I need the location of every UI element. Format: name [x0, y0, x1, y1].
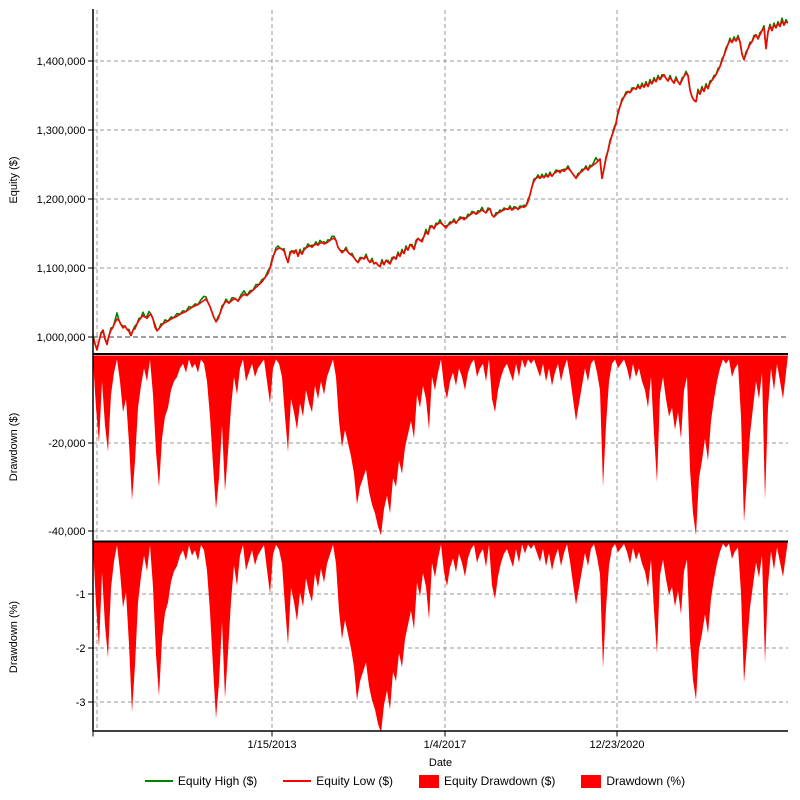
x-tick-label-2020: 12/23/2020 [589, 739, 645, 751]
equity-high-line [93, 17, 788, 350]
equity-low-line-swatch [283, 780, 312, 782]
y-tick-label: -1 [76, 589, 86, 601]
y-tick-label: 1,100,000 [37, 263, 86, 275]
equity-low-line [93, 20, 788, 351]
y-tick-label: 1,000,000 [37, 332, 86, 344]
legend-item-equity-drawdown: Equity Drawdown ($) [419, 774, 555, 788]
legend-item-equity-high: Equity High ($) [144, 774, 258, 788]
drawdown-usd-y-axis-title: Drawdown ($) [8, 412, 20, 482]
y-tick-label: 1,200,000 [37, 194, 86, 206]
drawdown-pct-box-swatch [581, 774, 602, 788]
equity-high-line-swatch [144, 780, 173, 782]
y-tick-label: 1,400,000 [37, 56, 86, 68]
legend-label-drawdown-pct: Drawdown (%) [606, 774, 686, 788]
legend-label-equity-low: Equity Low ($) [316, 774, 393, 788]
y-tick-label: -40,000 [48, 526, 85, 538]
y-tick-label: 1,300,000 [37, 125, 86, 137]
legend-label-equity-high: Equity High ($) [177, 774, 258, 788]
chart-canvas: 1,000,000 1,100,000 1,200,000 1,300,000 1,40… [37, 9, 788, 737]
legend-label-equity-drawdown: Equity Drawdown ($) [444, 774, 556, 788]
y-tick-label: -3 [76, 697, 86, 709]
legend-item-drawdown-pct: Drawdown (%) [581, 774, 685, 788]
legend-item-equity-low: Equity Low ($) [283, 774, 393, 788]
equity-drawdown-box-swatch [419, 774, 439, 788]
x-tick-label-2013: 1/15/2013 [247, 739, 297, 751]
legend: Equity High ($) Equity Low ($) Equity Dr… [0, 774, 800, 788]
drawdown-usd-area [93, 355, 788, 536]
y-tick-label: -2 [76, 643, 86, 655]
y-tick-label: -20,000 [48, 438, 85, 450]
x-tick-label-2017: 1/4/2017 [423, 739, 467, 751]
drawdown-pct-area [93, 542, 788, 731]
equity-y-axis-title: Equity ($) [8, 156, 20, 204]
x-axis-title: Date [428, 757, 453, 769]
drawdown-pct-y-axis-title: Drawdown (%) [8, 600, 20, 674]
